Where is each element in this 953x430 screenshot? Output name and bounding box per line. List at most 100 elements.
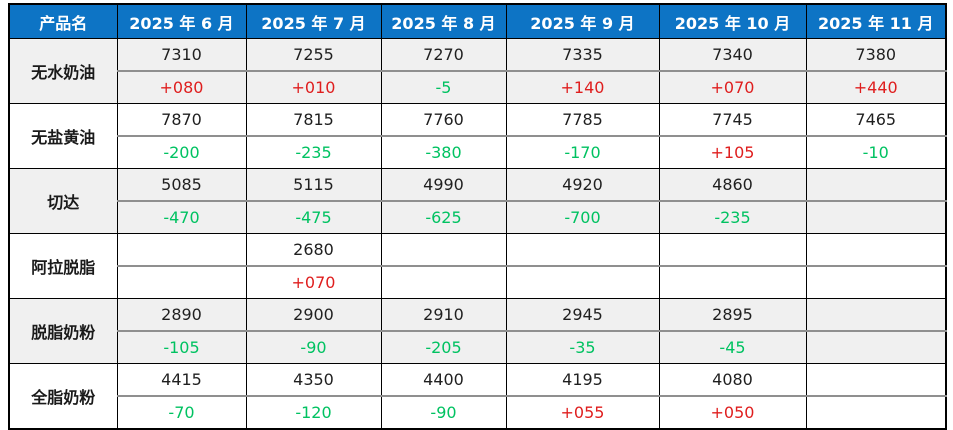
column-header-month: 2025 年 11 月 xyxy=(805,3,947,39)
change-cell: -10 xyxy=(805,136,947,169)
value-cell: 7465 xyxy=(805,103,947,137)
value-cell: 7380 xyxy=(805,38,947,72)
column-header-month: 2025 年 6 月 xyxy=(116,3,247,39)
change-cell: -700 xyxy=(505,201,660,234)
column-header-month: 2025 年 9 月 xyxy=(505,3,660,39)
change-row: -200 -235 -380 -170 +105 -10 xyxy=(9,136,947,169)
table-header: 产品名 2025 年 6 月 2025 年 7 月 2025 年 8 月 2025 年 … xyxy=(8,3,947,39)
value-cell: 4400 xyxy=(380,363,507,397)
value-cell: 4860 xyxy=(658,168,807,202)
column-header-month: 2025 年 8 月 xyxy=(380,3,507,39)
change-row: +080 +010 -5 +140 +070 +440 xyxy=(9,71,947,104)
value-cell: 4920 xyxy=(505,168,660,202)
value-cell: 4080 xyxy=(658,363,807,397)
value-cell: 7760 xyxy=(380,103,507,137)
column-header-product: 产品名 xyxy=(8,3,118,39)
header-row: 产品名 2025 年 6 月 2025 年 7 月 2025 年 8 月 2025 年 … xyxy=(8,3,947,39)
value-cell: 2895 xyxy=(658,298,807,332)
product-name-cell: 脱脂奶粉 xyxy=(8,298,118,364)
value-cell xyxy=(380,233,507,267)
value-cell: 7870 xyxy=(116,103,247,137)
change-cell: +105 xyxy=(658,136,807,169)
value-cell xyxy=(116,233,247,267)
change-cell: +055 xyxy=(505,396,660,430)
value-cell: 7340 xyxy=(658,38,807,72)
value-cell: 4195 xyxy=(505,363,660,397)
change-cell: -380 xyxy=(380,136,507,169)
value-cell: 7270 xyxy=(380,38,507,72)
value-cell xyxy=(505,233,660,267)
value-cell: 2910 xyxy=(380,298,507,332)
change-row: -70 -120 -90 +055 +050 xyxy=(9,396,947,430)
change-row: -470 -475 -625 -700 -235 xyxy=(9,201,947,234)
change-cell: -70 xyxy=(116,396,247,430)
value-row: 脱脂奶粉 2890 2900 2910 2945 2895 xyxy=(8,298,947,364)
price-table-container: 产品名 2025 年 6 月 2025 年 7 月 2025 年 8 月 2025 年 … xyxy=(8,3,947,430)
change-cell: +440 xyxy=(805,71,947,104)
value-cell: 7255 xyxy=(245,38,382,72)
page: { "colors": { "header_bg": "#0d74c5", "h… xyxy=(8,3,947,430)
change-cell xyxy=(658,266,807,299)
change-cell xyxy=(805,201,947,234)
value-cell: 2945 xyxy=(505,298,660,332)
change-cell: -235 xyxy=(658,201,807,234)
product-name-cell: 阿拉脱脂 xyxy=(8,233,118,299)
change-cell: -205 xyxy=(380,331,507,364)
value-row: 切达 5085 5115 4990 4920 4860 xyxy=(8,168,947,234)
change-row: -105 -90 -205 -35 -45 xyxy=(9,331,947,364)
change-cell: -200 xyxy=(116,136,247,169)
change-cell: +010 xyxy=(245,71,382,104)
value-row: 无水奶油 7310 7255 7270 7335 7340 7380 xyxy=(8,38,947,104)
change-cell xyxy=(380,266,507,299)
product-name-cell: 无水奶油 xyxy=(8,38,118,104)
product-name-cell: 全脂奶粉 xyxy=(8,363,118,430)
change-cell: +140 xyxy=(505,71,660,104)
column-header-month: 2025 年 10 月 xyxy=(658,3,807,39)
value-cell: 7785 xyxy=(505,103,660,137)
change-cell: -475 xyxy=(245,201,382,234)
table-body: 无水奶油 7310 7255 7270 7335 7340 7380 +080 +010 -5 +1… xyxy=(8,38,947,430)
change-cell: -625 xyxy=(380,201,507,234)
value-cell: 5085 xyxy=(116,168,247,202)
value-cell: 4350 xyxy=(245,363,382,397)
value-cell: 2900 xyxy=(245,298,382,332)
change-cell: -120 xyxy=(245,396,382,430)
value-cell: 7745 xyxy=(658,103,807,137)
product-name-cell: 无盐黄油 xyxy=(8,103,118,169)
change-cell: -90 xyxy=(245,331,382,364)
value-cell xyxy=(805,298,947,332)
value-cell xyxy=(805,233,947,267)
value-row: 无盐黄油 7870 7815 7760 7785 7745 7465 xyxy=(8,103,947,169)
value-row: 阿拉脱脂 2680 xyxy=(8,233,947,299)
value-cell: 4415 xyxy=(116,363,247,397)
value-row: 全脂奶粉 4415 4350 4400 4195 4080 xyxy=(8,363,947,430)
value-cell xyxy=(658,233,807,267)
change-cell: -105 xyxy=(116,331,247,364)
value-cell xyxy=(805,363,947,397)
change-cell: +080 xyxy=(116,71,247,104)
change-cell: +070 xyxy=(658,71,807,104)
change-cell: -45 xyxy=(658,331,807,364)
value-cell: 4990 xyxy=(380,168,507,202)
change-cell: -5 xyxy=(380,71,507,104)
value-cell: 5115 xyxy=(245,168,382,202)
value-cell: 7310 xyxy=(116,38,247,72)
change-cell xyxy=(116,266,247,299)
change-row: +070 xyxy=(9,266,947,299)
change-cell: -35 xyxy=(505,331,660,364)
product-name-cell: 切达 xyxy=(8,168,118,234)
dairy-price-table: 产品名 2025 年 6 月 2025 年 7 月 2025 年 8 月 2025 年 … xyxy=(8,3,947,430)
value-cell: 7335 xyxy=(505,38,660,72)
change-cell: -235 xyxy=(245,136,382,169)
change-cell: -470 xyxy=(116,201,247,234)
value-cell: 2890 xyxy=(116,298,247,332)
change-cell: -170 xyxy=(505,136,660,169)
change-cell xyxy=(805,396,947,430)
change-cell xyxy=(805,266,947,299)
value-cell: 7815 xyxy=(245,103,382,137)
change-cell: -90 xyxy=(380,396,507,430)
value-cell: 2680 xyxy=(245,233,382,267)
column-header-month: 2025 年 7 月 xyxy=(245,3,382,39)
change-cell xyxy=(505,266,660,299)
value-cell xyxy=(805,168,947,202)
